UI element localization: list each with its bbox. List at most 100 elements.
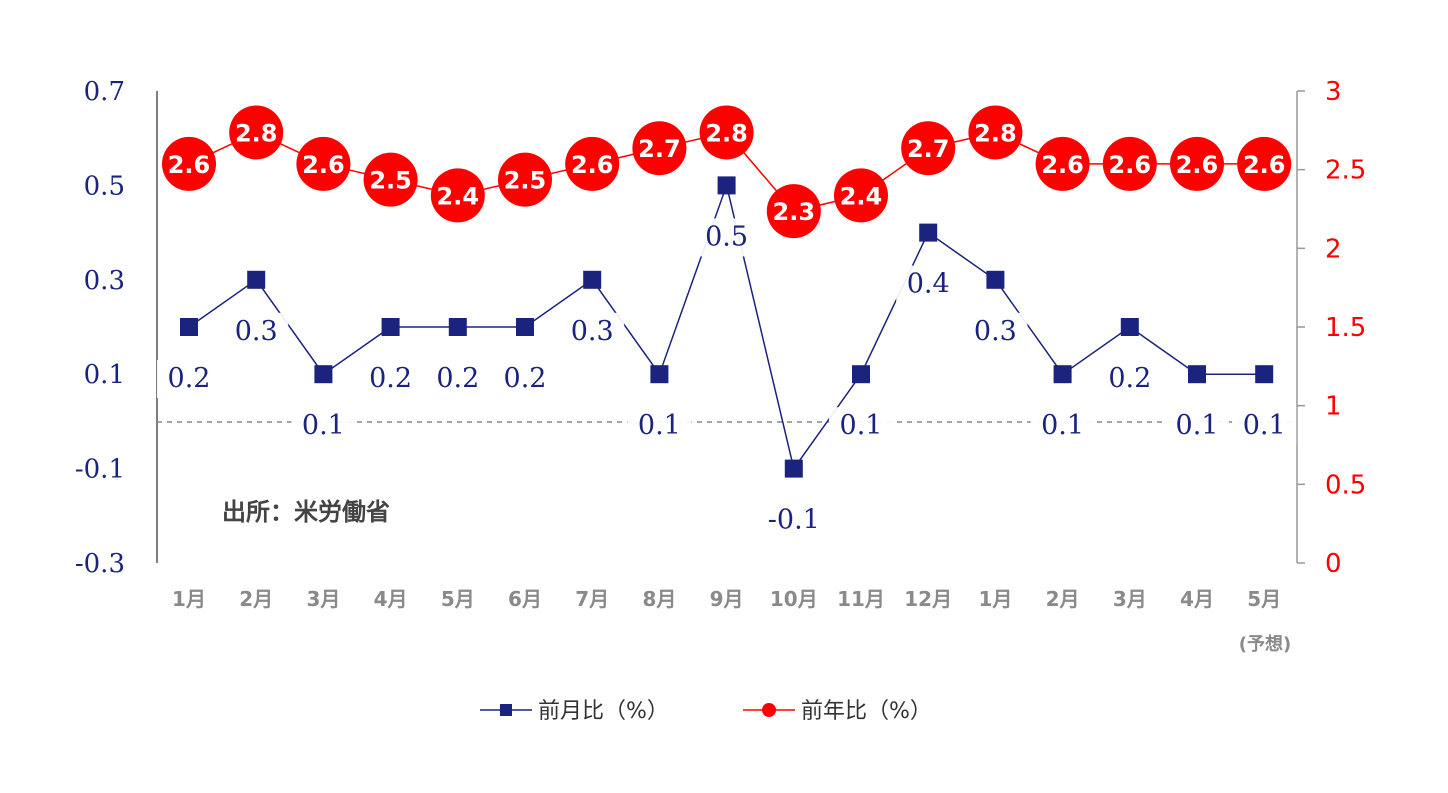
mom-label-bg — [1232, 407, 1297, 446]
yoy-data-label: 2.3 — [773, 198, 816, 226]
category-label: 11月 — [837, 587, 885, 611]
yoy-marker — [229, 105, 284, 160]
mom-marker — [650, 365, 669, 384]
mom-data-label: 0.1 — [1176, 410, 1219, 441]
mom-marker — [314, 365, 333, 384]
mom-marker — [1120, 318, 1139, 336]
category-label: 5月 — [441, 587, 475, 611]
category-label: 10月 — [770, 587, 818, 611]
yoy-marker — [1237, 136, 1292, 191]
yoy-marker — [766, 184, 821, 239]
category-label: 12月 — [904, 587, 952, 611]
mom-data-label: 0.3 — [571, 316, 614, 347]
yoy-marker — [901, 121, 956, 176]
category-label: 8月 — [642, 587, 676, 611]
category-label: 1月 — [978, 587, 1012, 611]
mom-marker — [516, 318, 534, 336]
mom-marker — [852, 365, 870, 384]
legend-yoy-label: 前年比（%） — [801, 699, 932, 724]
legend-item-yoy: 前年比（%） — [743, 699, 932, 724]
category-label: 3月 — [306, 587, 340, 611]
mom-data-label: 0.3 — [235, 316, 278, 347]
right-tick-label: 0 — [1325, 549, 1342, 579]
category-label: 5月 — [1247, 587, 1281, 611]
mom-marker — [784, 459, 803, 478]
mom-label-bg — [425, 360, 490, 398]
yoy-marker — [498, 152, 552, 207]
yoy-marker — [968, 105, 1023, 160]
yoy-marker — [1102, 136, 1157, 191]
mom-data-label: 0.1 — [302, 410, 345, 441]
right-tick-label: 2 — [1325, 234, 1342, 264]
mom-label-bg — [963, 312, 1028, 351]
mom-marker — [448, 318, 467, 336]
mom-series: 0.2 0.3 0.1 0.2 0.2 0.2 0.3 0.1 0.5 -0.1 0.1 0.4 0.3… — [157, 176, 1297, 540]
right-tick-labels: 3 2.5 2 1.5 1 0.5 0 — [1297, 77, 1366, 579]
yoy-data-label: 2.6 — [1176, 151, 1219, 179]
yoy-data-label: 2.8 — [705, 119, 748, 147]
left-tick-label: -0.3 — [75, 549, 125, 579]
category-label: 4月 — [374, 587, 408, 611]
yoy-data-label: 2.4 — [437, 182, 480, 210]
yoy-marker — [565, 136, 620, 191]
mom-data-label: 0.1 — [1243, 410, 1286, 441]
mom-marker — [1188, 365, 1206, 384]
yoy-data-label: 2.6 — [571, 151, 614, 179]
yoy-data-label: 2.5 — [369, 167, 412, 195]
mom-data-label: 0.5 — [705, 221, 748, 252]
mom-data-label: 0.3 — [974, 316, 1017, 347]
category-note: (予想) — [1239, 633, 1291, 655]
category-label: 3月 — [1113, 587, 1147, 611]
mom-label-bg — [291, 407, 356, 446]
category-label: 6月 — [508, 587, 542, 611]
right-tick-label: 3 — [1325, 77, 1342, 107]
mom-marker — [381, 318, 400, 336]
mom-marker — [1255, 365, 1274, 384]
mom-marker — [1053, 365, 1072, 384]
left-tick-label: -0.1 — [75, 455, 125, 485]
mom-data-label: 0.2 — [504, 363, 547, 394]
source-annotation: 出所：米労働省 — [222, 498, 390, 526]
mom-marker — [919, 223, 938, 242]
yoy-marker — [1035, 136, 1090, 191]
mom-label-bg — [560, 312, 625, 351]
yoy-marker — [632, 121, 687, 176]
category-label: 4月 — [1180, 587, 1214, 611]
right-tick-label: 0.5 — [1325, 470, 1366, 500]
mom-data-label: 0.1 — [840, 410, 883, 441]
yoy-data-label: 2.8 — [974, 119, 1017, 147]
mom-label-bg — [1097, 360, 1162, 398]
mom-data-label: 0.4 — [907, 269, 950, 300]
left-tick-labels: 0.7 0.5 0.3 0.1 -0.1 -0.3 — [75, 77, 125, 579]
yoy-marker — [834, 168, 888, 223]
mom-data-label: 0.2 — [1108, 363, 1151, 394]
category-label: 9月 — [710, 587, 744, 611]
yoy-data-label: 2.7 — [638, 135, 681, 163]
mom-marker — [986, 270, 1005, 289]
mom-data-label: 0.2 — [369, 363, 412, 394]
category-label: 2月 — [239, 587, 273, 611]
mom-data-label: 0.2 — [168, 363, 211, 394]
yoy-marker — [430, 168, 485, 223]
left-tick-label: 0.7 — [84, 77, 125, 107]
mom-data-label: -0.1 — [768, 505, 820, 536]
mom-label-bg — [358, 360, 423, 398]
mom-marker — [247, 270, 266, 289]
right-tick-label: 2.5 — [1325, 156, 1366, 186]
yoy-data-label: 2.6 — [302, 151, 345, 179]
legend: 前月比（%） 前年比（%） — [480, 699, 932, 724]
mom-data-label: 0.1 — [638, 410, 681, 441]
yoy-data-label: 2.6 — [168, 151, 211, 179]
mom-data-label: 0.1 — [1041, 410, 1084, 441]
mom-label-bg — [896, 265, 961, 304]
mom-label-bg — [694, 218, 759, 257]
yoy-data-label: 2.8 — [235, 119, 278, 147]
mom-label-bg — [157, 360, 221, 398]
legend-item-mom: 前月比（%） — [480, 699, 669, 724]
mom-label-bg — [493, 360, 557, 398]
mom-label-bg — [224, 312, 289, 351]
yoy-data-label: 2.6 — [1243, 151, 1286, 179]
mom-label-bg — [761, 501, 826, 540]
mom-marker — [583, 270, 602, 289]
